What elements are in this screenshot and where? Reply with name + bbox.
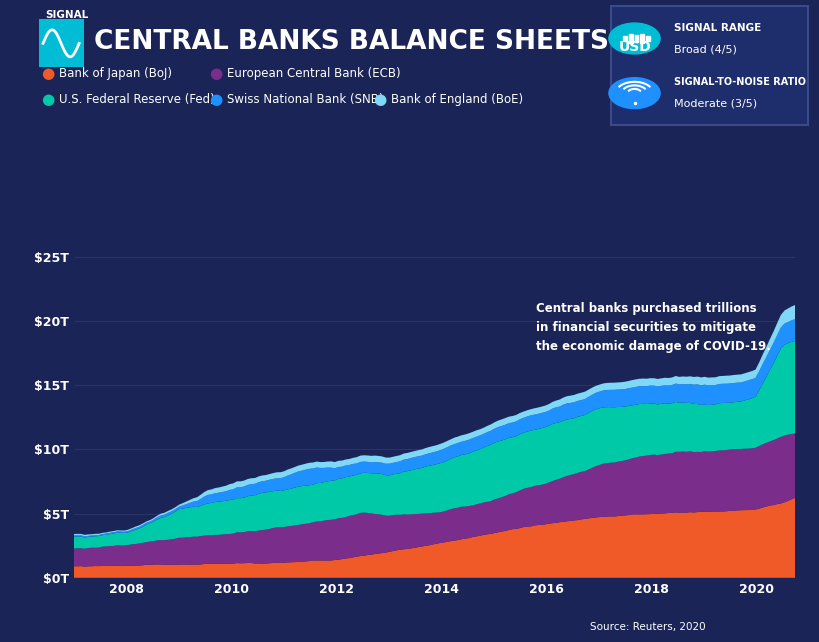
Bar [645, 35, 649, 42]
Text: SIGNAL-TO-NOISE RATIO: SIGNAL-TO-NOISE RATIO [673, 78, 805, 87]
Text: Broad (4/5): Broad (4/5) [673, 44, 735, 54]
Text: Swiss National Bank (SNB): Swiss National Bank (SNB) [227, 93, 383, 106]
Bar [628, 34, 631, 42]
Text: USD: USD [618, 40, 651, 55]
Text: SIGNAL RANGE: SIGNAL RANGE [673, 23, 760, 33]
Text: CENTRAL BANKS BALANCE SHEETS: CENTRAL BANKS BALANCE SHEETS [94, 29, 609, 55]
Text: SIGNAL: SIGNAL [45, 10, 88, 20]
Text: ●: ● [41, 66, 54, 82]
Circle shape [609, 78, 659, 108]
Text: ●: ● [209, 92, 222, 107]
Text: U.S. Federal Reserve (Fed): U.S. Federal Reserve (Fed) [59, 93, 215, 106]
Circle shape [609, 23, 659, 54]
Text: European Central Bank (ECB): European Central Bank (ECB) [227, 67, 400, 80]
Bar [634, 35, 638, 42]
Text: ●: ● [41, 92, 54, 107]
Text: ●: ● [209, 66, 222, 82]
Text: Bank of England (BoE): Bank of England (BoE) [391, 93, 523, 106]
Bar [640, 34, 644, 43]
Text: Source: Reuters, 2020: Source: Reuters, 2020 [590, 622, 705, 632]
Text: Bank of Japan (BoJ): Bank of Japan (BoJ) [59, 67, 172, 80]
Bar [622, 36, 626, 41]
Text: Moderate (3/5): Moderate (3/5) [673, 99, 756, 108]
Text: ●: ● [373, 92, 386, 107]
Text: Central banks purchased trillions
in financial securities to mitigate
the econom: Central banks purchased trillions in fin… [535, 302, 770, 352]
